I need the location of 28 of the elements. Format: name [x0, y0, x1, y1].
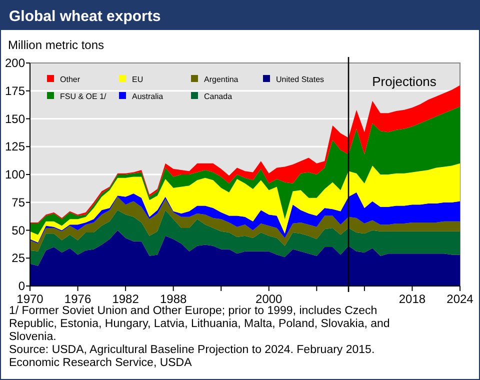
y-tick-label: 200 — [4, 56, 26, 70]
x-tick-label: 1970 — [16, 292, 44, 306]
y-tick-label: 50 — [12, 223, 26, 238]
y-tick-label: 150 — [4, 112, 26, 126]
y-axis-title: Million metric tons — [8, 38, 104, 52]
legend-label: Other — [60, 75, 80, 84]
legend-label: United States — [276, 75, 324, 84]
x-tick-label: 2018 — [398, 292, 426, 306]
y-tick-label: 125 — [4, 140, 26, 154]
x-tick-label: 1982 — [112, 292, 140, 306]
y-tick-label: 100 — [4, 168, 26, 182]
x-tick-label: 1976 — [64, 292, 92, 306]
y-tick-label: 75 — [12, 195, 26, 210]
legend-label: EU — [132, 75, 144, 84]
chart-title: Global wheat exports — [9, 8, 161, 25]
x-tick-label: 1988 — [160, 292, 188, 306]
y-tick-label: 25 — [12, 251, 26, 266]
text: 1/ Former Soviet Union and Other Europe; prior to 1999, includes Czech Republic, Estonia, Hungary, Latvia, Lithuania, Malta, Poland, Slovakia, and Slovenia. — [9, 305, 390, 343]
y-tick-label: 175 — [4, 84, 26, 98]
legend-label: Argentina — [204, 75, 239, 84]
source-note: Source: USDA, Agricultural Baseline Projection to 2024. February 2015. Economic Research Service, USDA — [9, 344, 375, 369]
y-tick-label: 0 — [18, 279, 26, 293]
x-tick-label: 2024 — [446, 292, 474, 306]
legend-label: Canada — [204, 92, 233, 101]
legend-label: FSU & OE 1/ — [60, 92, 108, 101]
legend-label: Australia — [132, 92, 164, 101]
x-tick-label: 2000 — [256, 292, 283, 306]
ref-line-label: Projections — [372, 74, 437, 89]
